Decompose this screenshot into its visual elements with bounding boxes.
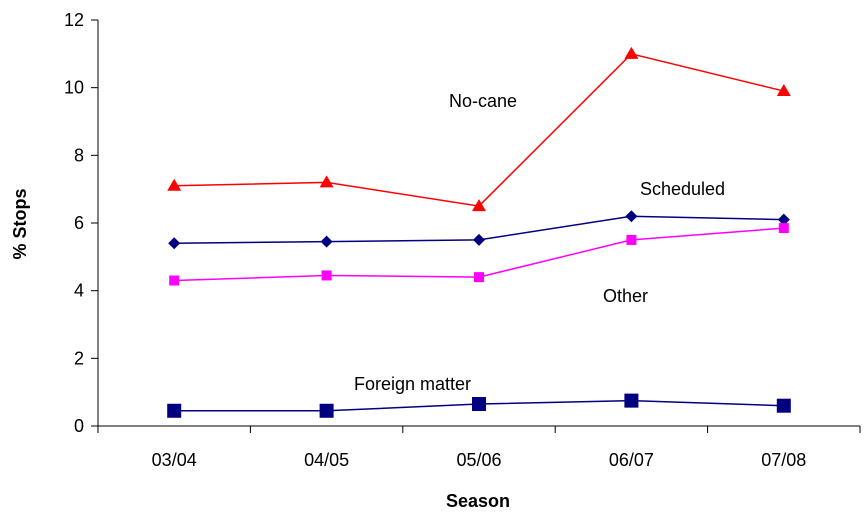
x-tick-label: 07/08 xyxy=(761,450,806,470)
data-point-other xyxy=(778,223,789,234)
x-axis-title: Season xyxy=(446,491,510,511)
data-point-no-cane xyxy=(319,175,334,188)
series-labels: No-cane Scheduled Other Foreign matter xyxy=(354,91,725,394)
data-point-scheduled xyxy=(625,210,638,223)
series-label-other: Other xyxy=(603,286,648,306)
data-point-other xyxy=(169,275,180,286)
data-point-foreign-matter xyxy=(776,398,791,413)
y-tick-label: 12 xyxy=(64,10,84,30)
data-point-scheduled xyxy=(777,213,790,226)
data-point-no-cane xyxy=(167,178,182,191)
data-point-other xyxy=(321,270,332,281)
y-tick-label: 6 xyxy=(74,213,84,233)
data-point-scheduled xyxy=(473,233,485,246)
data-point-other xyxy=(474,272,484,283)
data-point-no-cane xyxy=(776,84,791,97)
x-axis-ticks: 03/04 04/05 05/06 06/07 07/08 xyxy=(97,426,861,470)
data-point-foreign-matter xyxy=(472,397,486,412)
data-point-no-cane xyxy=(624,46,639,59)
series-group xyxy=(167,46,791,418)
series-no-cane xyxy=(167,46,791,212)
x-tick-label: 04/05 xyxy=(304,450,349,470)
y-tick-label: 0 xyxy=(74,416,84,436)
series-scheduled xyxy=(168,210,790,250)
data-point-scheduled xyxy=(168,237,181,250)
data-point-foreign-matter xyxy=(624,393,639,408)
data-point-scheduled xyxy=(320,235,333,248)
x-tick-label: 06/07 xyxy=(609,450,654,470)
x-tick-label: 05/06 xyxy=(456,450,501,470)
y-tick-label: 10 xyxy=(64,78,84,98)
series-label-foreign-matter: Foreign matter xyxy=(354,374,471,394)
series-other xyxy=(169,223,789,286)
y-axis-title: % Stops xyxy=(10,188,30,259)
series-label-no-cane: No-cane xyxy=(449,91,517,111)
series-foreign-matter xyxy=(167,393,791,418)
y-tick-label: 8 xyxy=(74,145,84,165)
data-point-foreign-matter xyxy=(319,403,334,418)
data-point-foreign-matter xyxy=(167,403,182,418)
data-point-other xyxy=(626,234,637,245)
y-tick-label: 2 xyxy=(74,348,84,368)
x-tick-label: 03/04 xyxy=(152,450,197,470)
data-point-no-cane xyxy=(472,199,486,212)
series-label-scheduled: Scheduled xyxy=(640,179,725,199)
y-tick-label: 4 xyxy=(74,281,84,301)
y-axis-ticks: 0 2 4 6 8 10 12 xyxy=(64,10,98,436)
axes xyxy=(97,20,860,427)
